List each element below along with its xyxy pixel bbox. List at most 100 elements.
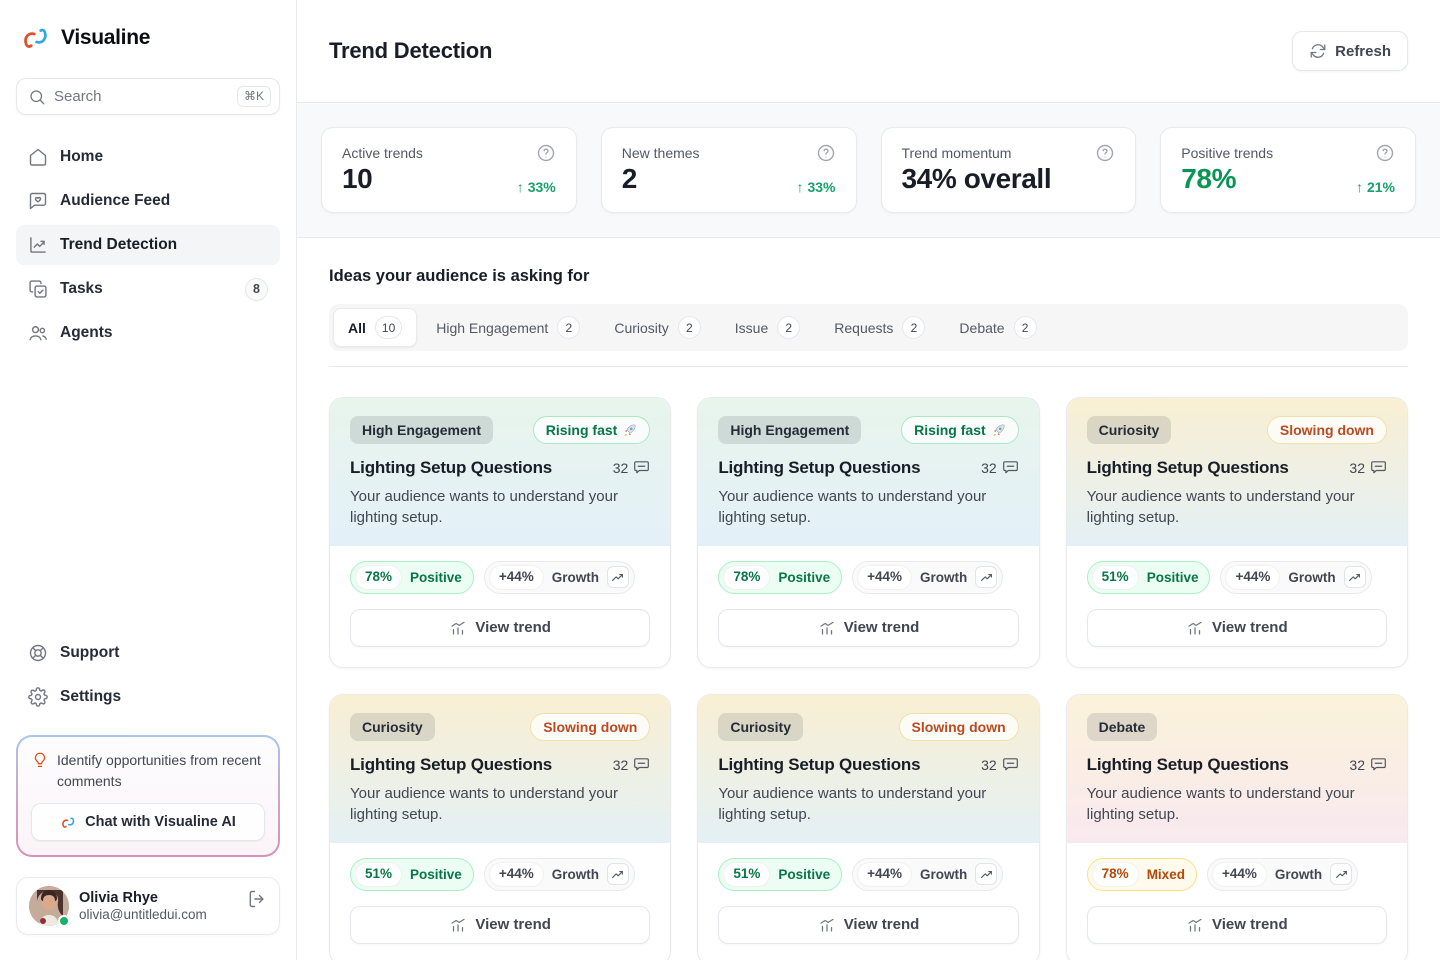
- growth-pill: +44% Growth: [1206, 857, 1359, 891]
- stats-band: Active trends 10 ↑ 33% New themes: [297, 103, 1440, 238]
- growth-label: Growth: [1288, 569, 1336, 585]
- view-trend-label: View trend: [1212, 916, 1288, 934]
- stat-label: New themes: [621, 145, 700, 161]
- sentiment-label: Positive: [778, 866, 831, 882]
- trend-status-label: Slowing down: [911, 718, 1006, 735]
- visualine-logo-icon: [24, 28, 47, 48]
- idea-card-title: Lighting Setup Questions: [1086, 458, 1289, 478]
- growth-label: Growth: [551, 866, 599, 882]
- comment-count: 32: [1349, 459, 1387, 476]
- comment-count-value: 32: [612, 459, 629, 476]
- comment-icon: [1002, 461, 1018, 474]
- bar-chart-icon: [451, 621, 465, 635]
- tab-issue[interactable]: Issue 2: [720, 308, 815, 347]
- view-trend-button[interactable]: View trend: [350, 905, 651, 944]
- idea-card: High Engagement Rising fast Lighting Set…: [329, 397, 672, 668]
- tab-label: All: [348, 319, 366, 336]
- stat-card: New themes 2 ↑ 33%: [600, 127, 857, 213]
- idea-card-title: Lighting Setup Questions: [718, 458, 921, 478]
- comment-count: 32: [1349, 756, 1387, 773]
- view-trend-button[interactable]: View trend: [1086, 905, 1387, 944]
- growth-chart-icon: [606, 566, 629, 589]
- tab-curiosity[interactable]: Curiosity 2: [599, 308, 715, 347]
- idea-card-footer: 51% Positive +44% Growth: [1066, 546, 1407, 667]
- tab-count-badge: 2: [677, 316, 701, 339]
- idea-card: High Engagement Rising fast Lighting Set…: [697, 397, 1040, 668]
- growth-percentage: +44%: [488, 861, 544, 887]
- tab-count-badge: 2: [777, 316, 801, 339]
- help-circle-icon[interactable]: [536, 143, 556, 163]
- sentiment-label: Positive: [410, 569, 462, 585]
- sidebar-item-settings[interactable]: Settings: [16, 677, 280, 717]
- bar-chart-icon: [1188, 918, 1202, 932]
- sidebar-item-agents[interactable]: Agents: [16, 313, 280, 353]
- growth-pill: +44% Growth: [852, 857, 1004, 891]
- search-box[interactable]: ⌘K: [16, 78, 280, 115]
- help-circle-icon[interactable]: [1095, 143, 1115, 163]
- sidebar-item-home[interactable]: Home: [16, 137, 280, 177]
- idea-card-title: Lighting Setup Questions: [350, 755, 553, 775]
- view-trend-button[interactable]: View trend: [718, 905, 1019, 944]
- idea-card-footer: 78% Positive +44% Growth: [330, 546, 671, 667]
- idea-card: Curiosity Slowing down Lighting Setup Qu…: [329, 693, 672, 960]
- support-icon: [28, 643, 48, 663]
- category-badge: Debate: [1086, 712, 1158, 742]
- stat-value: 34% overall: [901, 163, 1052, 194]
- tab-debate[interactable]: Debate 2: [944, 308, 1051, 347]
- refresh-button[interactable]: Refresh: [1292, 31, 1408, 71]
- idea-cards-grid: High Engagement Rising fast Lighting Set…: [329, 397, 1408, 960]
- growth-chart-icon: [1343, 566, 1366, 589]
- growth-chart-icon: [606, 863, 629, 886]
- idea-card: Debate Lighting Setup Questions 32 Your …: [1065, 693, 1408, 960]
- chat-with-ai-button[interactable]: Chat with Visualine AI: [31, 803, 265, 841]
- comment-count-value: 32: [1349, 756, 1365, 773]
- tab-requests[interactable]: Requests 2: [819, 308, 940, 347]
- sentiment-percentage: 51%: [355, 861, 403, 887]
- rocket-icon: [992, 424, 1005, 436]
- refresh-label: Refresh: [1335, 42, 1391, 60]
- view-trend-button[interactable]: View trend: [718, 608, 1019, 647]
- ai-prompt-text: Identify opportunities from recent comme…: [57, 752, 261, 789]
- comment-count: 32: [613, 459, 651, 476]
- idea-card-description: Your audience wants to understand your l…: [1086, 785, 1355, 824]
- logout-icon[interactable]: [247, 889, 267, 909]
- growth-label: Growth: [1274, 866, 1323, 882]
- growth-pill: +44% Growth: [852, 561, 1004, 594]
- help-circle-icon[interactable]: [1375, 143, 1395, 163]
- search-input[interactable]: [54, 88, 229, 105]
- idea-card-title: Lighting Setup Questions: [350, 458, 553, 478]
- arrow-up-icon: ↑: [796, 179, 804, 195]
- sidebar-item-label: Support: [60, 644, 120, 662]
- sidebar-item-trend-detection[interactable]: Trend Detection: [16, 225, 280, 265]
- comment-count-value: 32: [1349, 459, 1365, 476]
- idea-card-description: Your audience wants to understand your l…: [718, 488, 987, 527]
- comment-count: 32: [613, 756, 651, 773]
- tab-all[interactable]: All 10: [333, 308, 418, 347]
- ideas-tabbar: All 10 High Engagement 2 Curiosity 2 Iss…: [329, 304, 1408, 351]
- sidebar-item-audience-feed[interactable]: Audience Feed: [16, 181, 280, 221]
- tab-count-badge: 2: [1013, 316, 1037, 339]
- audience-feed-icon: [28, 191, 48, 211]
- idea-card-description: Your audience wants to understand your l…: [1086, 488, 1355, 527]
- sentiment-label: Positive: [1146, 569, 1199, 585]
- idea-card-header: Curiosity Slowing down Lighting Setup Qu…: [698, 694, 1039, 843]
- sidebar-item-tasks[interactable]: Tasks 8: [16, 269, 280, 309]
- user-card: Olivia Rhye olivia@untitledui.com: [16, 877, 280, 935]
- trend-status-label: Rising fast: [545, 422, 618, 438]
- tab-label: Requests: [834, 319, 894, 336]
- idea-card-header: Curiosity Slowing down Lighting Setup Qu…: [1066, 398, 1407, 546]
- ai-promo-card: Identify opportunities from recent comme…: [16, 735, 280, 857]
- sidebar-item-support[interactable]: Support: [16, 633, 280, 673]
- idea-card-footer: 78% Mixed +44% Growth: [1066, 842, 1407, 960]
- trend-status-label: Rising fast: [914, 422, 986, 438]
- stat-value: 10: [342, 163, 373, 194]
- stat-delta-value: 33%: [527, 179, 556, 195]
- tab-count-badge: 2: [902, 316, 926, 339]
- tab-count-badge: 10: [374, 316, 403, 339]
- help-circle-icon[interactable]: [816, 143, 836, 163]
- arrow-up-icon: ↑: [1355, 179, 1363, 195]
- tab-high-engagement[interactable]: High Engagement 2: [421, 308, 595, 347]
- view-trend-button[interactable]: View trend: [350, 608, 651, 647]
- comment-icon: [1002, 758, 1018, 771]
- view-trend-button[interactable]: View trend: [1086, 608, 1387, 647]
